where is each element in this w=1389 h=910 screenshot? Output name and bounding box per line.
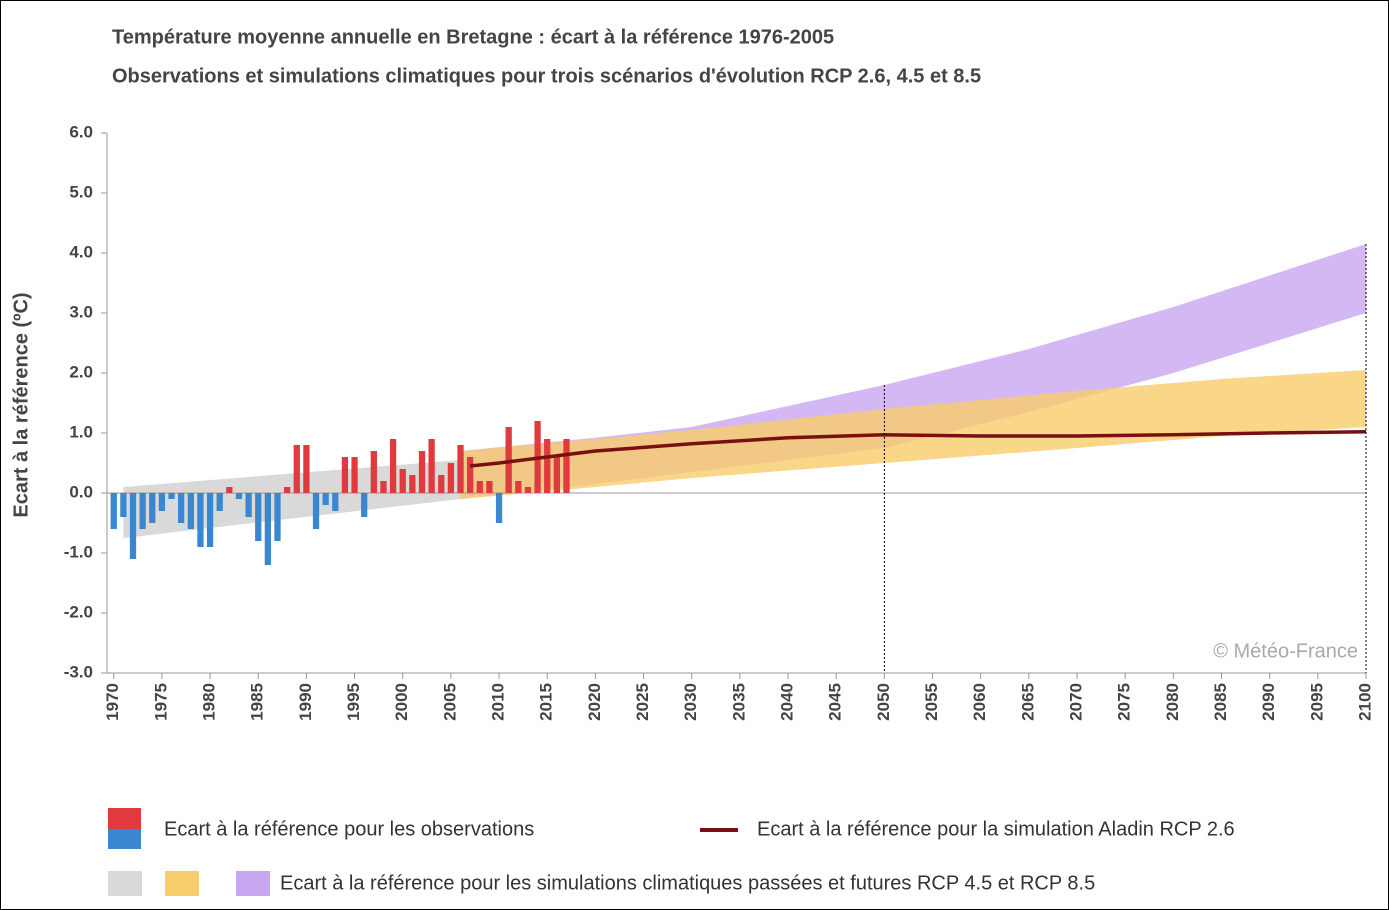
bar [515,481,522,493]
bar [341,457,349,493]
y-tick-label: 4.0 [69,242,93,261]
bar [389,439,397,493]
bar [495,493,503,523]
bar [399,469,406,493]
bar [563,439,570,493]
x-tick-label: 2070 [1067,683,1086,721]
bar [457,445,464,493]
bar [264,493,271,565]
x-tick-label: 1970 [103,683,122,721]
bar [149,493,156,523]
bar [322,493,329,505]
bar [139,493,146,529]
bar [226,487,233,493]
chart-title: Température moyenne annuelle en Bretagne… [112,26,834,48]
bar [129,493,137,559]
legend-label: Ecart à la référence pour les simulation… [280,872,1095,894]
x-tick-label: 2095 [1307,683,1326,721]
x-tick-label: 2015 [537,683,556,721]
bar [361,493,368,517]
x-tick-label: 2010 [489,683,508,721]
x-tick-label: 2080 [1163,683,1182,721]
legend-swatch [236,871,270,896]
x-tick-label: 1980 [200,683,219,721]
bar [486,481,493,493]
bar [235,493,243,499]
bar [370,451,377,493]
bar [178,493,185,523]
x-tick-label: 2075 [1115,683,1134,721]
bar [438,475,445,493]
y-tick-label: -3.0 [64,662,93,681]
bar [418,451,426,493]
x-tick-label: 2060 [970,683,989,721]
bar [303,445,310,493]
legend-swatch [108,829,141,849]
chart-subtitle: Observations et simulations climatiques … [112,65,981,87]
bar [216,493,223,511]
x-tick-label: 2100 [1355,683,1374,721]
y-axis-label: Ecart à la référence (ºC) [10,292,32,517]
bar [168,493,175,499]
bar [255,493,262,541]
bar [409,475,416,493]
bar [312,493,320,529]
x-tick-label: 1985 [248,683,267,721]
bar [467,457,474,493]
bar [110,493,117,529]
bar [553,457,560,493]
bar [284,487,291,493]
simulation-line [469,430,1367,468]
x-tick-label: 2065 [1018,683,1037,721]
bar [351,457,358,493]
x-tick-label: 2050 [874,683,893,721]
y-tick-label: 3.0 [69,302,93,321]
watermark: © Météo-France [1213,640,1358,662]
bar [380,481,387,493]
y-tick-label: 6.0 [69,122,93,141]
x-tick-label: 2020 [585,683,604,721]
y-tick-label: 5.0 [69,182,93,201]
x-tick-label: 2035 [729,683,748,721]
y-tick-label: -1.0 [64,542,93,561]
x-tick-label: 2005 [440,683,459,721]
x-tick-label: 2090 [1259,683,1278,721]
bar [158,493,166,511]
legend-swatch [108,871,142,896]
bar [120,493,127,517]
legend-swatch [108,808,141,829]
x-tick-label: 2085 [1211,683,1230,721]
bar [524,487,532,493]
bar [428,439,435,493]
x-tick-label: 1990 [296,683,315,721]
bar [274,493,281,541]
x-tick-label: 2045 [826,683,845,721]
bar [206,493,214,547]
bar [505,427,512,493]
x-tick-label: 1975 [151,683,170,721]
x-tick-label: 2000 [392,683,411,721]
bar [447,463,455,493]
x-tick-label: 2040 [778,683,797,721]
legend-label: Ecart à la référence pour les observatio… [164,818,534,840]
x-tick-label: 2030 [681,683,700,721]
bar [332,493,339,511]
y-tick-label: 0.0 [69,482,93,501]
bar [187,493,194,529]
x-tick-label: 1995 [344,683,363,721]
bar [544,439,551,493]
bar [197,493,204,547]
bar [245,493,252,517]
bar [293,445,300,493]
x-tick-label: 2025 [633,683,652,721]
x-tick-label: 2055 [922,683,941,721]
bar [476,481,483,493]
legend-label: Ecart à la référence pour la simulation … [757,818,1235,840]
legend-swatch [165,871,199,896]
y-tick-label: 2.0 [69,362,93,381]
y-tick-label: -2.0 [64,602,93,621]
y-tick-label: 1.0 [69,422,93,441]
